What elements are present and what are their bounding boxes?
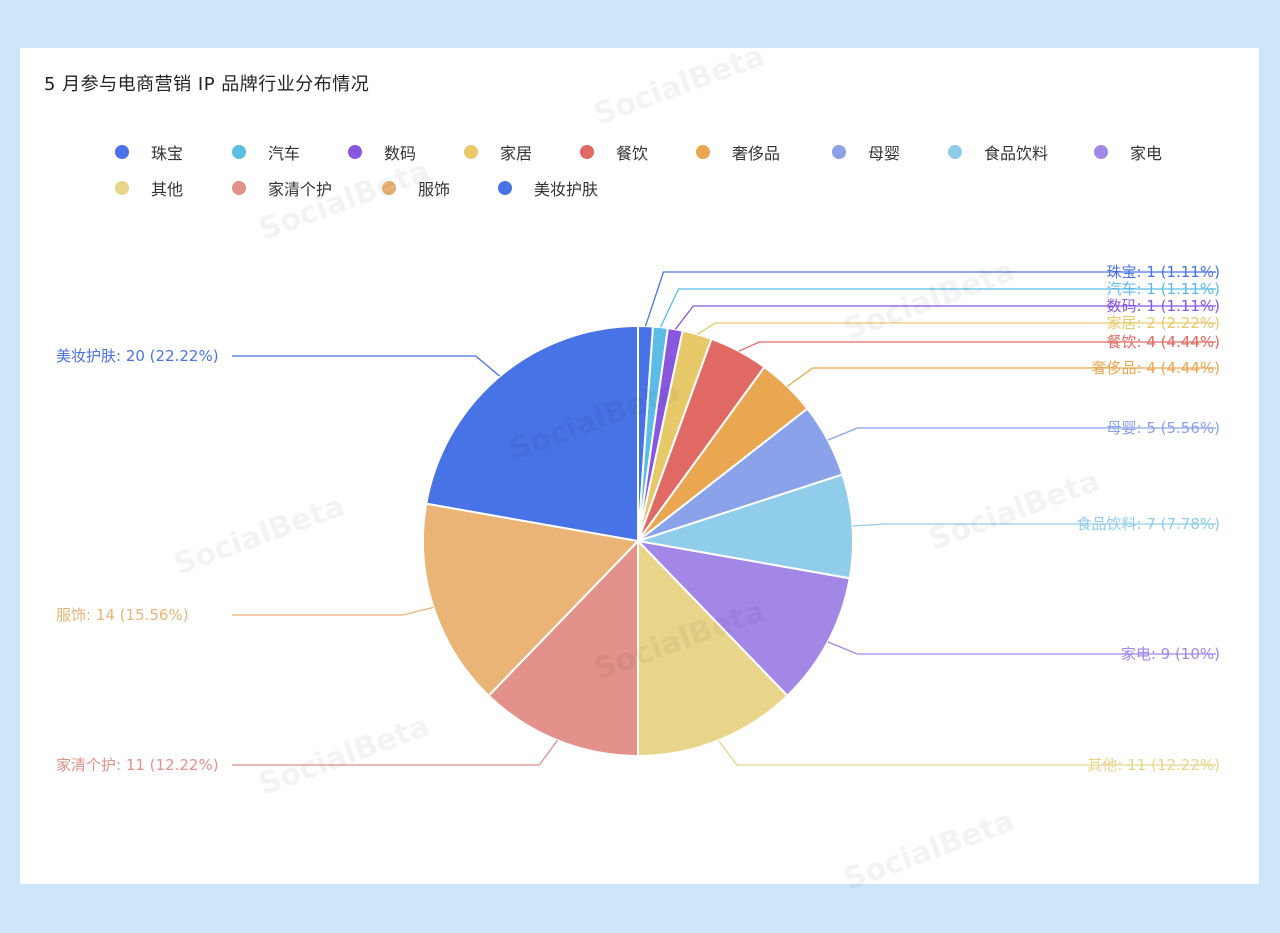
legend-item-10[interactable]: 家清个护 bbox=[232, 176, 332, 200]
legend-marker bbox=[498, 181, 512, 195]
slice-label-12: 美妆护肤: 20 (22.22%) bbox=[56, 347, 219, 365]
legend-item-6[interactable]: 母婴 bbox=[832, 140, 900, 164]
legend-label: 食品饮料 bbox=[984, 144, 1049, 163]
legend-label: 服饰 bbox=[418, 180, 451, 199]
legend-item-0[interactable]: 珠宝 bbox=[115, 140, 183, 164]
slice-label-4: 餐饮: 4 (4.44%) bbox=[1107, 333, 1221, 351]
legend-label: 家清个护 bbox=[268, 180, 333, 199]
legend-marker bbox=[115, 145, 129, 159]
pie-slice-12[interactable] bbox=[425, 324, 639, 543]
legend-marker bbox=[232, 181, 246, 195]
legend-item-1[interactable]: 汽车 bbox=[232, 140, 300, 164]
slice-label-11: 服饰: 14 (15.56%) bbox=[56, 606, 189, 624]
slice-label-3: 家居: 2 (2.22%) bbox=[1107, 314, 1221, 332]
leader-line-10 bbox=[232, 739, 559, 766]
legend-label: 家电 bbox=[1130, 144, 1163, 163]
legend-marker bbox=[464, 145, 478, 159]
legend-marker bbox=[348, 145, 362, 159]
leader-line-12 bbox=[232, 355, 501, 377]
leader-line-7 bbox=[852, 523, 1216, 527]
slice-label-9: 其他: 11 (12.22%) bbox=[1087, 756, 1220, 774]
legend-marker bbox=[580, 145, 594, 159]
legend-item-11[interactable]: 服饰 bbox=[382, 176, 450, 200]
legend-item-8[interactable]: 家电 bbox=[1094, 140, 1162, 164]
legend-marker bbox=[948, 145, 962, 159]
slice-label-2: 数码: 1 (1.11%) bbox=[1107, 297, 1221, 315]
legend-label: 数码 bbox=[384, 144, 417, 163]
leader-line-3 bbox=[696, 322, 1216, 335]
chart-card: 5 月参与电商营销 IP 品牌行业分布情况 珠宝 汽车 数码 家居 餐饮 奢侈品 母婴 食品饮… bbox=[20, 39, 1259, 897]
leader-line-0 bbox=[644, 271, 1216, 327]
leader-line-11 bbox=[232, 606, 434, 616]
leader-line-4 bbox=[738, 341, 1216, 352]
leader-line-9 bbox=[717, 739, 1216, 766]
legend-item-3[interactable]: 家居 bbox=[464, 140, 532, 164]
slice-label-7: 食品饮料: 7 (7.78%) bbox=[1077, 515, 1221, 533]
legend-marker bbox=[232, 145, 246, 159]
slice-label-5: 奢侈品: 4 (4.44%) bbox=[1092, 359, 1221, 377]
legend-marker bbox=[1094, 145, 1108, 159]
legend-marker bbox=[115, 181, 129, 195]
legend: 珠宝 汽车 数码 家居 餐饮 奢侈品 母婴 食品饮料 家电其他 家清个护 服饰 美妆护肤 bbox=[20, 48, 1259, 248]
legend-item-9[interactable]: 其他 bbox=[115, 176, 183, 200]
leader-line-1 bbox=[659, 288, 1216, 328]
legend-label: 餐饮 bbox=[616, 144, 649, 163]
legend-label: 家居 bbox=[500, 144, 533, 163]
chart-title: 5 月参与电商营销 IP 品牌行业分布情况 bbox=[44, 74, 370, 95]
pie-slice-11[interactable] bbox=[422, 502, 641, 698]
leader-line-2 bbox=[674, 305, 1216, 330]
legend-label: 美妆护肤 bbox=[534, 180, 599, 199]
leader-line-8 bbox=[827, 641, 1216, 655]
legend-marker bbox=[696, 145, 710, 159]
pie-slice-7[interactable] bbox=[637, 473, 854, 580]
slice-label-0: 珠宝: 1 (1.11%) bbox=[1107, 263, 1221, 281]
legend-item-2[interactable]: 数码 bbox=[348, 140, 416, 164]
slice-label-1: 汽车: 1 (1.11%) bbox=[1107, 280, 1221, 298]
legend-item-12[interactable]: 美妆护肤 bbox=[498, 176, 598, 200]
legend-label: 汽车 bbox=[268, 144, 301, 163]
legend-label: 珠宝 bbox=[151, 144, 184, 163]
legend-item-5[interactable]: 奢侈品 bbox=[696, 140, 780, 164]
legend-marker bbox=[832, 145, 846, 159]
slice-label-8: 家电: 9 (10%) bbox=[1121, 645, 1220, 663]
pie-chart: 珠宝: 1 (1.11%)汽车: 1 (1.11%)数码: 1 (1.11%)家… bbox=[56, 263, 1221, 774]
leader-line-6 bbox=[827, 427, 1216, 441]
slice-label-6: 母婴: 5 (5.56%) bbox=[1107, 419, 1221, 437]
leader-line-5 bbox=[787, 367, 1216, 387]
legend-label: 奢侈品 bbox=[732, 144, 781, 163]
slice-label-10: 家清个护: 11 (12.22%) bbox=[56, 756, 219, 774]
legend-marker bbox=[382, 181, 396, 195]
legend-label: 其他 bbox=[151, 180, 184, 199]
legend-label: 母婴 bbox=[868, 144, 901, 163]
legend-item-4[interactable]: 餐饮 bbox=[580, 140, 648, 164]
legend-item-7[interactable]: 食品饮料 bbox=[948, 140, 1048, 164]
